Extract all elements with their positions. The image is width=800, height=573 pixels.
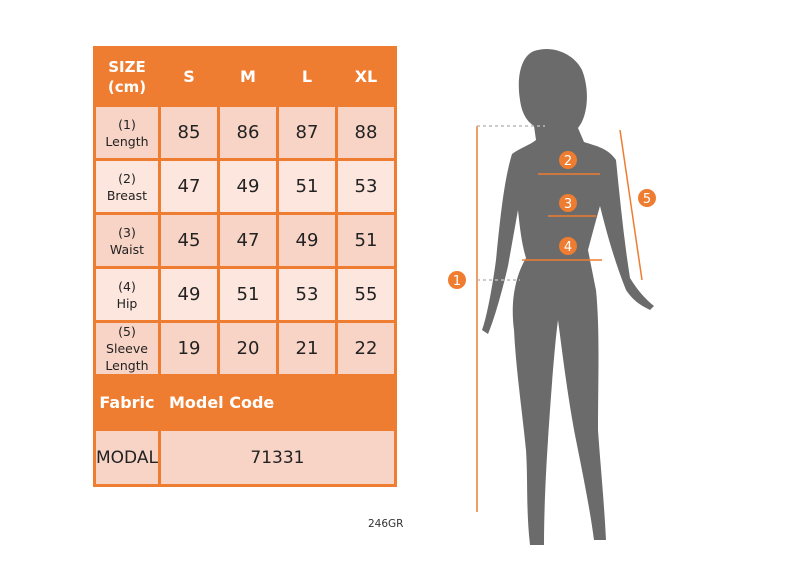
fabric-label: Fabric [93,374,161,431]
fabric-header-row: Fabric Model Code [93,374,397,431]
marker-circle [559,237,577,255]
measurement-row: (3) Waist 45 47 49 51 [93,212,397,269]
fabric-value: MODAL [93,428,161,487]
measurement-value: 49 [275,212,338,269]
measurement-value: 47 [216,212,279,269]
measurement-row: (4) Hip 49 51 53 55 [93,266,397,323]
measurement-label: (3) Waist [93,212,161,269]
measurement-value: 86 [216,104,279,161]
measurement-value: 45 [157,212,220,269]
measurement-value: 19 [157,320,220,377]
marker-circle [559,151,577,169]
model-code-label: Model Code [157,374,397,431]
size-xl: XL [334,46,397,107]
silhouette [482,48,654,546]
measurement-value: 51 [334,212,397,269]
measurement-row: (1) Length 85 86 87 88 [93,104,397,161]
measurement-value: 88 [334,104,397,161]
measurement-lines [476,125,643,512]
measurement-value: 49 [216,158,279,215]
size-chart-table: SIZE (cm) S M L XL (1) Length 85 86 87 88 (2) Br… [93,46,397,487]
measurement-value: 21 [275,320,338,377]
measurement-label: (4) Hip [93,266,161,323]
size-s: S [157,46,220,107]
measurement-value: 53 [334,158,397,215]
marker-circle [638,189,656,207]
measurement-row: (2) Breast 47 49 51 53 [93,158,397,215]
measurement-value: 87 [275,104,338,161]
measurement-label: (5) Sleeve Length [93,320,161,377]
body-measurement-figure: 1 2 3 4 5 [448,48,656,546]
model-code-value: 71331 [157,428,397,487]
marker-circle [448,271,466,289]
measurement-value: 49 [157,266,220,323]
size-l: L [275,46,338,107]
marker-number: 5 [643,192,651,207]
measurement-value: 47 [157,158,220,215]
measurement-label: (2) Breast [93,158,161,215]
measurement-value: 55 [334,266,397,323]
marker-number: 1 [453,274,461,289]
measurement-value: 51 [275,158,338,215]
measurement-value: 53 [275,266,338,323]
size-m: M [216,46,279,107]
measurement-value: 22 [334,320,397,377]
marker-number: 4 [564,240,572,255]
measurement-value: 20 [216,320,279,377]
size-corner-label: SIZE (cm) [93,46,161,107]
marker-circle [559,194,577,212]
measurement-value: 85 [157,104,220,161]
measurement-markers: 1 2 3 4 5 [448,151,656,289]
marker-number: 2 [564,154,572,169]
measurement-row: (5) Sleeve Length 19 20 21 22 [93,320,397,377]
measurement-label: (1) Length [93,104,161,161]
product-code: 246GR [368,518,404,530]
marker-number: 3 [564,197,572,212]
fabric-value-row: MODAL 71331 [93,428,397,487]
header-row: SIZE (cm) S M L XL [93,46,397,107]
measurement-value: 51 [216,266,279,323]
